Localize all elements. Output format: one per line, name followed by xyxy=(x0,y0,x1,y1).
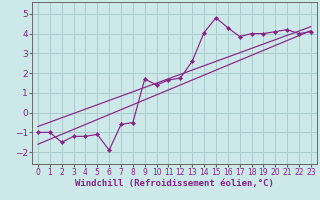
X-axis label: Windchill (Refroidissement éolien,°C): Windchill (Refroidissement éolien,°C) xyxy=(75,179,274,188)
